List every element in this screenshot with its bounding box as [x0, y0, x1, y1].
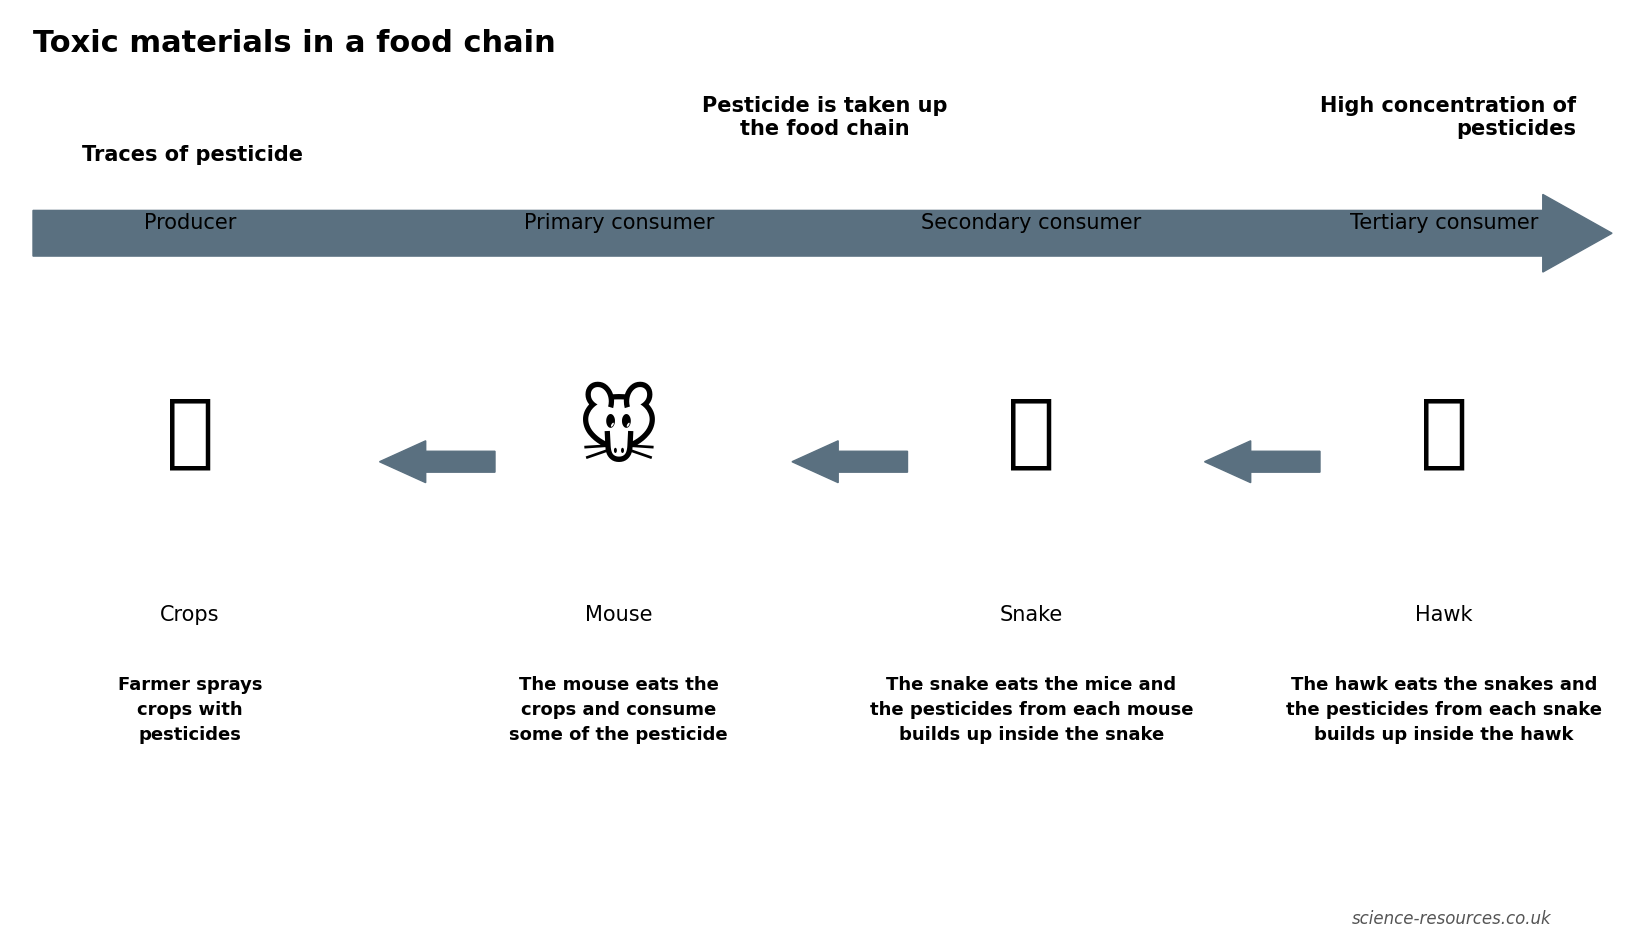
Text: 🦅: 🦅	[1419, 394, 1468, 472]
FancyArrow shape	[792, 441, 908, 483]
Text: Crops: Crops	[160, 605, 219, 625]
Text: High concentration of
pesticides: High concentration of pesticides	[1320, 96, 1576, 139]
FancyArrow shape	[1204, 441, 1320, 483]
Text: science-resources.co.uk: science-resources.co.uk	[1353, 910, 1551, 928]
Text: 🌾: 🌾	[165, 394, 214, 472]
Text: Hawk: Hawk	[1416, 605, 1472, 625]
Text: The snake eats the mice and
the pesticides from each mouse
builds up inside the : The snake eats the mice and the pesticid…	[870, 676, 1193, 744]
Text: Pesticide is taken up
the food chain: Pesticide is taken up the food chain	[703, 96, 947, 139]
Text: Producer: Producer	[144, 213, 236, 233]
Text: 🐍: 🐍	[1006, 394, 1056, 472]
FancyArrow shape	[33, 194, 1612, 272]
FancyArrow shape	[380, 441, 495, 483]
Text: 🐭: 🐭	[578, 393, 660, 473]
Text: Mouse: Mouse	[586, 605, 652, 625]
Text: Snake: Snake	[1000, 605, 1063, 625]
Text: The mouse eats the
crops and consume
some of the pesticide: The mouse eats the crops and consume som…	[510, 676, 728, 744]
Text: Traces of pesticide: Traces of pesticide	[82, 145, 304, 165]
Text: Tertiary consumer: Tertiary consumer	[1350, 213, 1538, 233]
Text: Primary consumer: Primary consumer	[523, 213, 714, 233]
Text: Farmer sprays
crops with
pesticides: Farmer sprays crops with pesticides	[117, 676, 262, 744]
Text: Toxic materials in a food chain: Toxic materials in a food chain	[33, 29, 556, 57]
Text: Secondary consumer: Secondary consumer	[921, 213, 1142, 233]
Text: The hawk eats the snakes and
the pesticides from each snake
builds up inside the: The hawk eats the snakes and the pestici…	[1285, 676, 1602, 744]
